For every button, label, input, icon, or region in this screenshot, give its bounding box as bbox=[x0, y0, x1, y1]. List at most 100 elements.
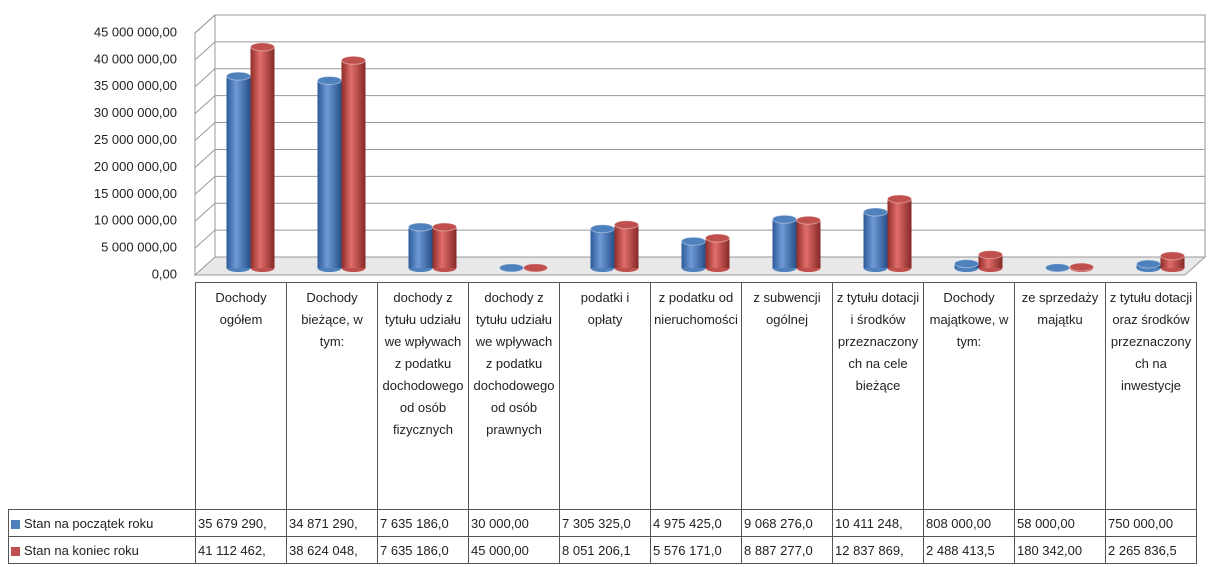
bar-top bbox=[250, 42, 275, 52]
data-label: 4 975 425,0 bbox=[650, 509, 742, 537]
bar bbox=[681, 236, 706, 272]
bar bbox=[887, 198, 912, 268]
data-label: 35 679 290, bbox=[195, 509, 287, 537]
bar-top bbox=[1136, 259, 1161, 269]
data-label: 38 624 048, bbox=[286, 536, 378, 564]
data-label: 2 488 413,5 bbox=[923, 536, 1015, 564]
x-tick-label: z tytułu dotacji oraz środków przeznaczo… bbox=[1105, 282, 1197, 510]
bar bbox=[499, 263, 524, 273]
data-label: 45 000,00 bbox=[468, 536, 560, 564]
bar-top bbox=[681, 236, 706, 246]
grid-line bbox=[194, 41, 1205, 61]
bar-top bbox=[590, 224, 615, 234]
data-label: 8 051 206,1 bbox=[559, 536, 651, 564]
data-label: 8 887 277,0 bbox=[741, 536, 833, 564]
data-label: 180 342,00 bbox=[1014, 536, 1106, 564]
bar-top bbox=[978, 250, 1003, 260]
blank-cell bbox=[8, 282, 196, 510]
y-tick-label: 45 000 000,00 bbox=[94, 24, 177, 39]
series-row: Stan na koniec roku 41 112 462, 38 624 048… bbox=[8, 536, 1197, 564]
bar bbox=[1069, 262, 1094, 272]
y-tick-label: 40 000 000,00 bbox=[94, 51, 177, 66]
bar bbox=[614, 220, 639, 272]
bar-top bbox=[614, 220, 639, 230]
bar-top bbox=[1045, 263, 1070, 273]
bar-top bbox=[772, 214, 797, 224]
bar bbox=[796, 215, 821, 272]
y-tick-label: 10 000 000,00 bbox=[94, 213, 177, 228]
x-tick-label: dochody z tytułu udziału we wpływach z p… bbox=[468, 282, 560, 510]
bar bbox=[341, 55, 366, 272]
category-row: Dochody ogółem Dochody bieżące, w tym: doc… bbox=[8, 282, 1197, 510]
data-label: 7 635 186,0 bbox=[377, 536, 469, 564]
data-label: 7 635 186,0 bbox=[377, 509, 469, 537]
data-label: 750 000,00 bbox=[1105, 509, 1197, 537]
data-label: 2 265 836,5 bbox=[1105, 536, 1197, 564]
bar bbox=[978, 250, 1003, 272]
y-tick-label: 30 000 000,00 bbox=[94, 105, 177, 120]
bar-top bbox=[341, 55, 366, 65]
bar bbox=[432, 222, 457, 272]
grid-line bbox=[194, 68, 1205, 88]
legend-entry: Stan na koniec roku bbox=[8, 536, 196, 564]
bar bbox=[590, 224, 615, 272]
data-label: 7 305 325,0 bbox=[559, 509, 651, 537]
data-label: 5 576 171,0 bbox=[650, 536, 742, 564]
x-tick-label: z tytułu dotacji i środków przeznaczonyc… bbox=[832, 282, 924, 510]
grid-line bbox=[194, 175, 1205, 195]
bar bbox=[705, 233, 730, 272]
bar bbox=[317, 80, 342, 269]
bar-top bbox=[1160, 251, 1185, 261]
bar bbox=[705, 238, 730, 268]
data-label: 12 837 869, bbox=[832, 536, 924, 564]
grid-line bbox=[194, 148, 1205, 168]
x-tick-label: Dochody majątkowe, w tym: bbox=[923, 282, 1015, 510]
x-tick-label: Dochody ogółem bbox=[195, 282, 287, 510]
data-label: 58 000,00 bbox=[1014, 509, 1106, 537]
data-label: 10 411 248, bbox=[832, 509, 924, 537]
bar-top bbox=[226, 71, 251, 81]
legend-entry: Stan na początek roku bbox=[8, 509, 196, 537]
grid-line bbox=[194, 14, 1205, 34]
bar-top bbox=[408, 222, 433, 232]
data-label: 9 068 276,0 bbox=[741, 509, 833, 537]
bar bbox=[432, 226, 457, 268]
legend-label: Stan na koniec roku bbox=[24, 542, 139, 558]
y-tick-label: 5 000 000,00 bbox=[101, 240, 177, 255]
bar bbox=[250, 42, 275, 272]
bar bbox=[614, 224, 639, 268]
bar bbox=[1045, 263, 1070, 273]
x-tick-label: z subwencji ogólnej bbox=[741, 282, 833, 510]
bar-top bbox=[523, 263, 548, 273]
bar bbox=[226, 71, 251, 272]
bar bbox=[772, 214, 797, 272]
bar bbox=[863, 207, 888, 272]
bar-top bbox=[887, 194, 912, 204]
y-tick-label: 25 000 000,00 bbox=[94, 132, 177, 147]
data-table: Dochody ogółem Dochody bieżące, w tym: doc… bbox=[8, 282, 1197, 564]
bar bbox=[226, 76, 251, 268]
legend-swatch bbox=[11, 546, 20, 556]
bar-top bbox=[954, 259, 979, 269]
bar bbox=[523, 263, 548, 273]
bar bbox=[408, 222, 433, 272]
bar bbox=[408, 226, 433, 268]
data-label: 41 112 462, bbox=[195, 536, 287, 564]
y-tick-label: 20 000 000,00 bbox=[94, 159, 177, 174]
bar bbox=[887, 194, 912, 272]
bar bbox=[250, 46, 275, 269]
x-tick-label: podatki i opłaty bbox=[559, 282, 651, 510]
bar bbox=[863, 212, 888, 268]
bar-top bbox=[1069, 262, 1094, 272]
data-label: 34 871 290, bbox=[286, 509, 378, 537]
bar bbox=[1160, 251, 1185, 272]
bar bbox=[772, 219, 797, 268]
x-tick-label: dochody z tytułu udziału we wpływach z p… bbox=[377, 282, 469, 510]
legend-label: Stan na początek roku bbox=[24, 515, 154, 531]
bar bbox=[796, 220, 821, 268]
grid-line bbox=[194, 202, 1205, 222]
series-row: Stan na początek roku 35 679 290, 34 871 2… bbox=[8, 509, 1197, 537]
y-tick-label: 0,00 bbox=[152, 266, 177, 281]
